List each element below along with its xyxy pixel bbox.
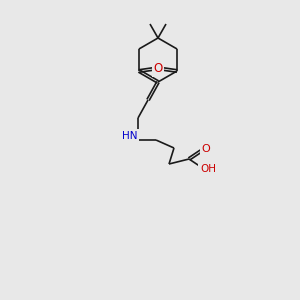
Text: O: O — [153, 62, 163, 76]
Text: OH: OH — [200, 164, 216, 174]
Text: O: O — [202, 144, 210, 154]
Text: O: O — [153, 62, 163, 76]
Text: HN: HN — [122, 131, 138, 141]
